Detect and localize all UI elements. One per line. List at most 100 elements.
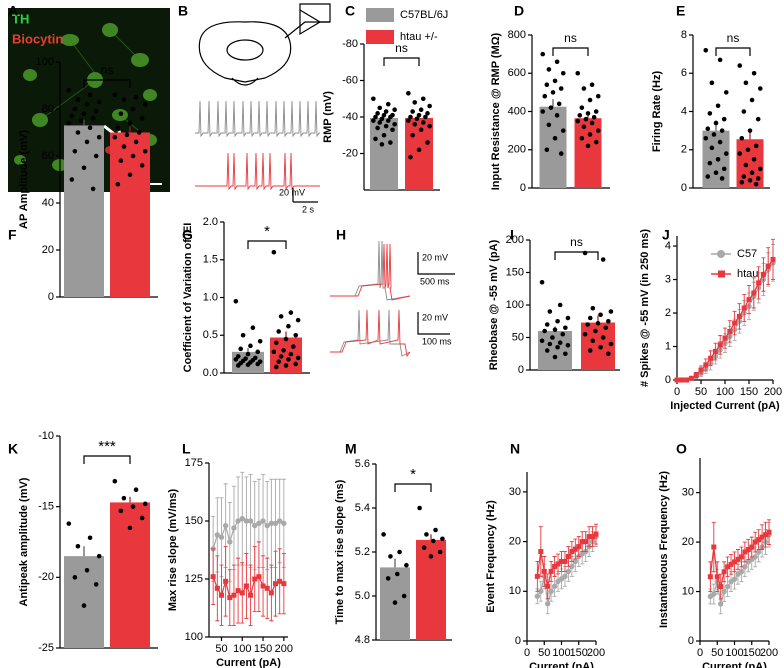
marker bbox=[708, 355, 714, 361]
marker bbox=[264, 585, 270, 591]
data-point bbox=[69, 113, 75, 119]
data-point bbox=[743, 162, 749, 168]
data-point bbox=[591, 114, 597, 120]
data-point bbox=[383, 123, 389, 129]
data-point bbox=[248, 343, 253, 349]
data-point bbox=[133, 487, 139, 493]
y-tick-label: 0 bbox=[688, 635, 694, 647]
panel-label: A bbox=[8, 3, 18, 19]
x-tick-label: 200 bbox=[587, 647, 605, 659]
data-point bbox=[565, 315, 571, 321]
data-point bbox=[595, 128, 601, 133]
panel-label: C bbox=[345, 3, 355, 19]
data-point bbox=[590, 338, 596, 344]
marker bbox=[231, 592, 237, 598]
scale-label: 500 ms bbox=[420, 276, 450, 286]
marker bbox=[765, 263, 771, 269]
panel-label: F bbox=[8, 227, 17, 243]
legend-marker bbox=[717, 250, 725, 258]
marker bbox=[763, 532, 769, 538]
data-point bbox=[560, 70, 566, 76]
traces-b bbox=[195, 100, 320, 191]
y-tick-label: -60 bbox=[342, 74, 358, 86]
data-point bbox=[385, 576, 391, 581]
significance: ns bbox=[727, 31, 740, 45]
scale-label: 100 ms bbox=[422, 336, 452, 346]
data-point bbox=[703, 48, 709, 53]
data-point bbox=[139, 515, 145, 521]
y-tick-label: 0 bbox=[681, 182, 687, 194]
marker bbox=[562, 558, 568, 564]
data-point bbox=[424, 532, 429, 537]
y-axis-label: # Spikes @ -55 mV (in 250 ms) bbox=[639, 229, 651, 387]
y-tick-label: -20 bbox=[38, 571, 54, 583]
data-point bbox=[235, 363, 241, 368]
marker bbox=[243, 583, 249, 589]
x-tick-label: 50 bbox=[215, 643, 227, 655]
data-point bbox=[585, 143, 591, 149]
legend-swatch bbox=[366, 8, 394, 22]
bar bbox=[539, 106, 567, 188]
data-point bbox=[293, 332, 299, 338]
data-point bbox=[381, 132, 387, 138]
data-point bbox=[563, 325, 568, 331]
data-point bbox=[130, 106, 136, 112]
panel-label: H bbox=[336, 227, 346, 243]
marker bbox=[751, 290, 757, 296]
data-point bbox=[69, 177, 75, 182]
data-point bbox=[288, 310, 294, 315]
data-point bbox=[585, 322, 590, 327]
data-point bbox=[550, 90, 556, 95]
y-tick-label: 6 bbox=[681, 67, 687, 79]
trace bbox=[195, 100, 320, 138]
data-point bbox=[255, 361, 261, 367]
data-point bbox=[755, 116, 761, 122]
marker bbox=[698, 367, 704, 373]
data-point bbox=[93, 582, 99, 587]
data-point bbox=[93, 109, 99, 114]
marker bbox=[711, 544, 717, 550]
marker bbox=[277, 578, 283, 584]
data-point bbox=[546, 122, 552, 128]
marker bbox=[569, 549, 575, 555]
legend-label: htau +/- bbox=[400, 31, 438, 43]
data-point bbox=[87, 92, 93, 98]
y-tick-label: 100 bbox=[185, 631, 203, 643]
data-point bbox=[737, 63, 743, 68]
marker bbox=[742, 564, 748, 570]
data-point bbox=[416, 112, 422, 118]
y-tick-label: 4 bbox=[665, 240, 671, 252]
y-tick-label: 40 bbox=[42, 197, 54, 209]
marker bbox=[222, 522, 229, 529]
data-point bbox=[112, 92, 118, 98]
x-tick-label: 200 bbox=[275, 643, 293, 655]
x-tick-label: 0 bbox=[524, 647, 530, 659]
marker bbox=[749, 544, 755, 550]
data-point bbox=[582, 331, 588, 337]
y-tick-label: 100 bbox=[36, 56, 54, 68]
data-point bbox=[583, 116, 589, 122]
marker bbox=[722, 335, 728, 341]
data-point bbox=[428, 554, 434, 559]
data-point bbox=[713, 170, 719, 175]
data-point bbox=[593, 139, 599, 145]
marker bbox=[688, 375, 694, 381]
data-point bbox=[757, 86, 763, 91]
data-point bbox=[554, 59, 560, 65]
marker bbox=[745, 547, 751, 552]
y-tick-label: 125 bbox=[185, 573, 203, 585]
data-point bbox=[552, 354, 558, 360]
data-point bbox=[286, 323, 291, 329]
significance: ns bbox=[395, 41, 408, 55]
x-axis-label: Current (pA) bbox=[529, 661, 594, 668]
y-tick-label: 0.5 bbox=[203, 329, 218, 341]
marker bbox=[746, 297, 752, 303]
data-point bbox=[548, 105, 554, 110]
x-axis-label: Injected Current (pA) bbox=[670, 400, 780, 412]
marker bbox=[534, 573, 540, 579]
data-point bbox=[425, 140, 430, 145]
data-point bbox=[582, 250, 588, 256]
significance-bracket bbox=[383, 57, 420, 66]
bar bbox=[110, 132, 150, 297]
marker bbox=[756, 280, 762, 286]
